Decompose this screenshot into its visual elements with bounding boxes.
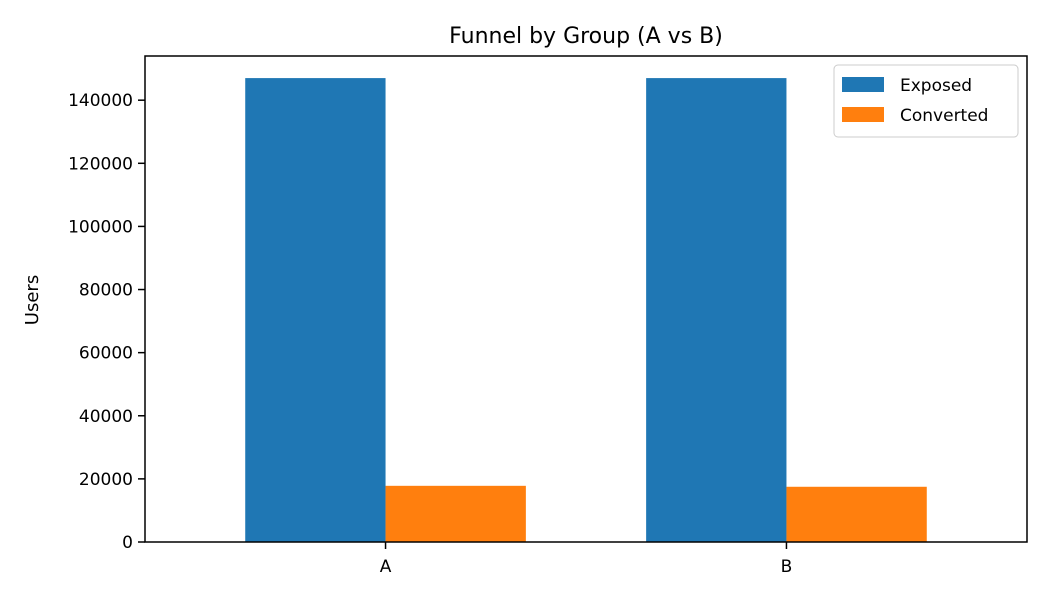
y-axis-ticks: 0 20000 40000 60000 80000 100000 120000 140000 <box>68 91 145 553</box>
legend-label-exposed: Exposed <box>900 76 972 96</box>
x-tick-label: B <box>781 557 793 577</box>
x-tick-label: A <box>380 557 392 577</box>
bar-converted-b <box>786 486 927 542</box>
y-tick-label: 60000 <box>79 344 133 364</box>
legend-swatch-exposed <box>842 77 884 92</box>
y-axis-label: Users <box>22 275 43 325</box>
y-tick-label: 100000 <box>68 217 133 237</box>
plot-area-frame <box>144 55 1028 543</box>
legend-swatch-converted <box>842 107 884 122</box>
bar-exposed-b <box>646 78 787 542</box>
chart-title: Funnel by Group (A vs B) <box>449 24 723 49</box>
bar-exposed-a <box>245 78 386 542</box>
bar-converted-a <box>385 485 526 542</box>
y-tick-label: 80000 <box>79 281 133 301</box>
bars-layer <box>245 78 927 542</box>
y-tick-label: 140000 <box>68 91 133 111</box>
y-tick-label: 20000 <box>79 470 133 490</box>
y-tick-label: 120000 <box>68 154 133 174</box>
y-tick-label: 40000 <box>79 407 133 427</box>
y-tick-label: 0 <box>122 533 133 553</box>
legend: Exposed Converted <box>833 64 1019 138</box>
legend-label-converted: Converted <box>900 106 988 126</box>
